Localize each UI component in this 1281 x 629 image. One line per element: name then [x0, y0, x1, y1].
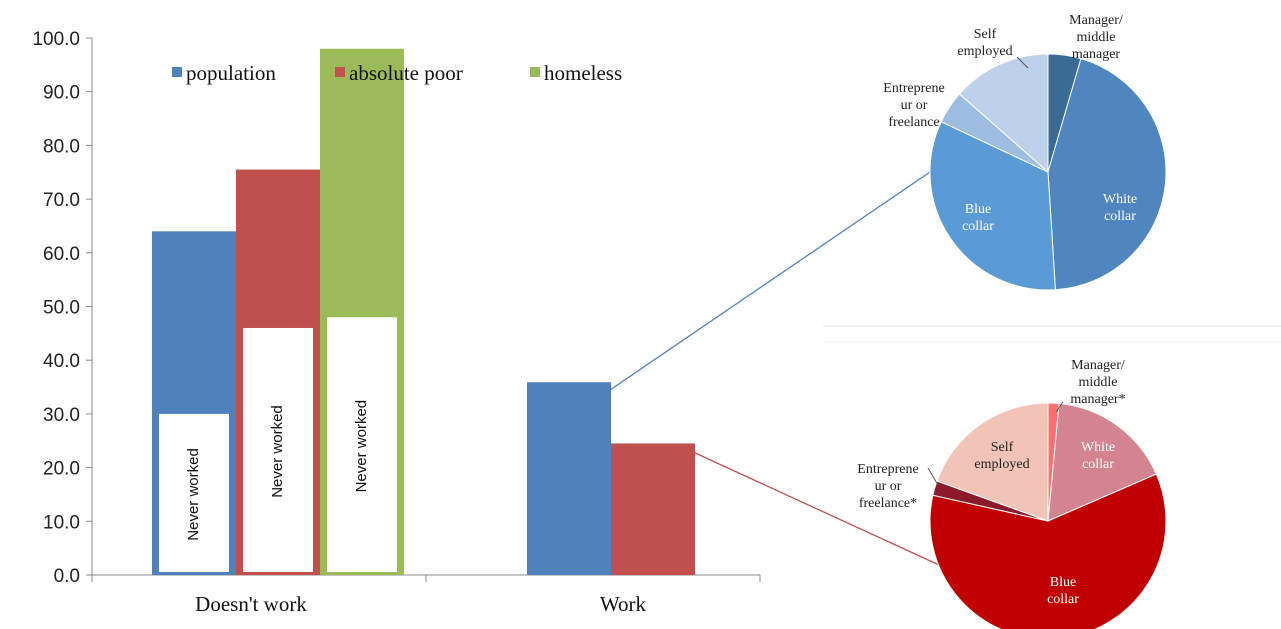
bar	[611, 443, 695, 575]
pie-slice-label: Blue collar	[962, 202, 994, 234]
connector-line-red	[692, 451, 951, 571]
never-worked-box	[243, 327, 313, 572]
pie-slice	[936, 402, 1049, 522]
legend-swatch	[172, 67, 182, 77]
pie-slice	[929, 121, 1056, 291]
never-worked-label: Never worked	[353, 400, 370, 493]
bar-chart-bars: Never worked Never worked Never worked	[152, 48, 695, 576]
pie-slice	[1047, 402, 1157, 522]
pie-leader-line	[927, 467, 939, 486]
connector-lines	[609, 171, 1281, 571]
y-tick-label: 90.0	[43, 83, 80, 104]
never-worked-label: Never worked	[269, 405, 286, 498]
x-category-label: Work	[600, 592, 647, 616]
pie-slice-label: Entreprene ur or freelance	[883, 81, 944, 130]
never-worked-box	[159, 413, 229, 572]
legend-label: population	[186, 61, 276, 85]
pie-chart-population: Manager/middle manager White collar Blue coll…	[883, 13, 1167, 291]
y-tick-label: 40.0	[43, 351, 80, 372]
y-tick-label: 70.0	[43, 190, 80, 211]
y-tick-label: 100.0	[32, 29, 80, 50]
y-tick-label: 10.0	[43, 512, 80, 533]
pie-slice-label: Self employed	[974, 440, 1029, 472]
y-tick-label: 20.0	[43, 459, 80, 480]
pie-slice-label: Manager/middle manager*	[1070, 358, 1125, 407]
bar-chart-axes: 0.0 10.0 20.0 30.0 40.0 50.0 60.0 70.0 80.0 90.0 1…	[32, 29, 761, 616]
pie-slice	[1047, 58, 1167, 291]
legend-label: absolute poor	[349, 61, 463, 85]
y-tick-label: 80.0	[43, 136, 80, 157]
pie-slice-label: Self employed	[957, 27, 1012, 59]
pie-slice-label: White collar	[1081, 440, 1115, 472]
x-category-label: Doesn't work	[195, 592, 307, 616]
legend-swatch	[335, 67, 345, 77]
legend-swatch	[530, 67, 540, 77]
pie-leader-line	[1016, 56, 1029, 69]
y-tick-label: 30.0	[43, 405, 80, 426]
never-worked-box	[327, 317, 397, 572]
pie-slice	[958, 53, 1049, 174]
legend: population absolute poor homeless	[172, 61, 622, 85]
bar	[527, 382, 611, 575]
pie-slice-label: Manager/middle manager	[1069, 13, 1123, 62]
pie-slice-label: White collar	[1103, 192, 1137, 224]
y-tick-label: 60.0	[43, 244, 80, 265]
never-worked-label: Never worked	[185, 448, 202, 541]
legend-label: homeless	[544, 61, 622, 85]
connector-line-blue	[609, 171, 931, 391]
pie-slice-label: Blue collar	[1047, 575, 1079, 607]
y-tick-label: 0.0	[54, 566, 80, 587]
pie-slice-label: Entreprene ur or freelance*	[857, 462, 918, 511]
pie-chart-absolute-poor: Manager/middle manager* White collar Blue col…	[857, 358, 1167, 629]
pie-leader-line	[1055, 401, 1064, 413]
pie-slice	[929, 473, 1167, 629]
y-tick-label: 50.0	[43, 298, 80, 319]
